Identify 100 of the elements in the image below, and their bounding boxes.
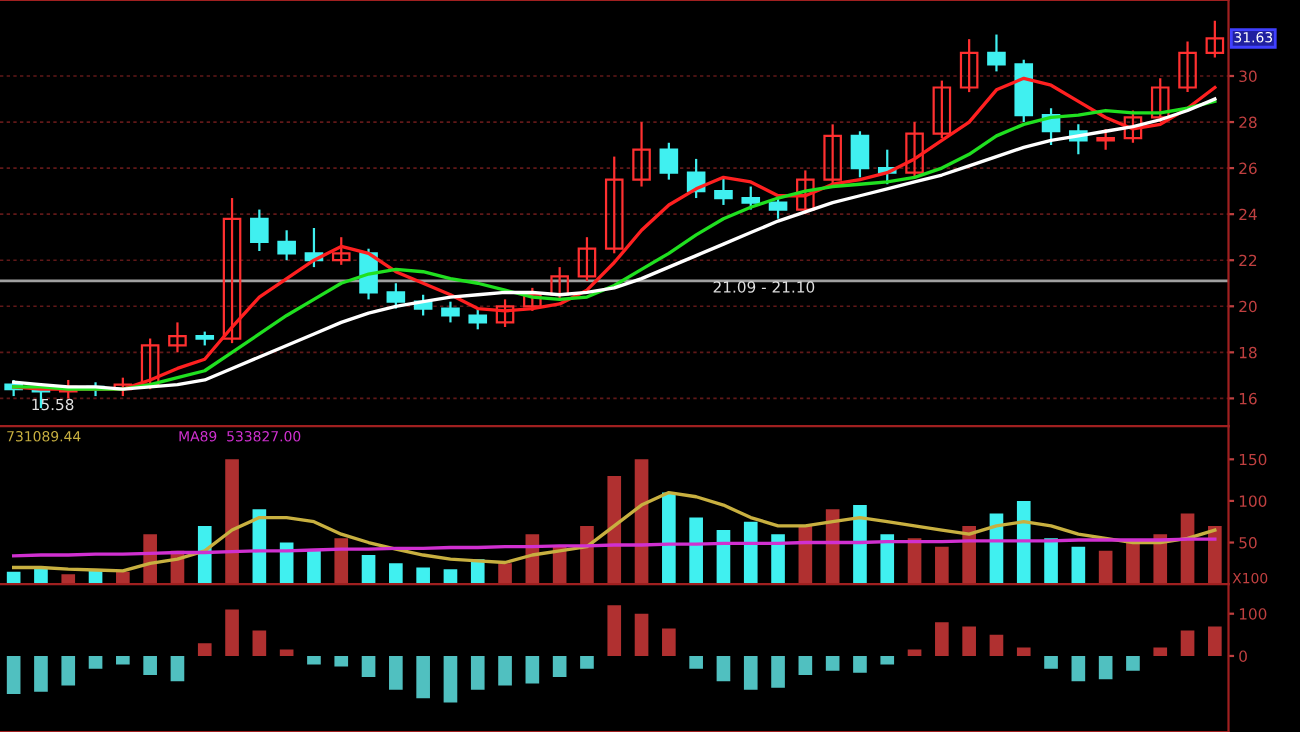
bar bbox=[361, 555, 376, 585]
bar bbox=[1153, 647, 1168, 656]
bar bbox=[1071, 546, 1086, 585]
bar bbox=[689, 655, 703, 669]
candlestick bbox=[277, 229, 296, 262]
bar bbox=[1071, 655, 1086, 682]
line-series bbox=[11, 537, 1217, 558]
candlestick bbox=[1150, 77, 1170, 124]
candlestick bbox=[222, 196, 242, 345]
bar bbox=[580, 525, 594, 585]
bar bbox=[197, 643, 212, 656]
candlestick bbox=[604, 155, 624, 255]
bar bbox=[880, 655, 895, 665]
bar bbox=[1126, 542, 1140, 585]
bar bbox=[1208, 626, 1222, 656]
bar bbox=[389, 563, 403, 585]
bar bbox=[1044, 655, 1058, 669]
bar bbox=[716, 655, 731, 682]
bar bbox=[989, 634, 1004, 656]
candlestick bbox=[1205, 19, 1225, 59]
candlestick bbox=[523, 286, 542, 312]
bar bbox=[771, 655, 785, 688]
line-series bbox=[11, 490, 1217, 573]
bar bbox=[307, 655, 321, 665]
bar bbox=[607, 475, 622, 585]
bar bbox=[498, 563, 512, 585]
candlestick bbox=[823, 123, 842, 186]
bar bbox=[34, 655, 48, 692]
candlestick bbox=[1096, 127, 1115, 151]
bar bbox=[607, 605, 622, 656]
candlestick bbox=[386, 282, 406, 310]
bar bbox=[1208, 525, 1222, 585]
bar bbox=[935, 546, 949, 585]
bar bbox=[1016, 647, 1031, 656]
bar bbox=[743, 655, 758, 690]
bar bbox=[1098, 655, 1113, 680]
candlestick bbox=[714, 176, 733, 207]
bar bbox=[853, 655, 867, 673]
bar bbox=[798, 655, 813, 675]
bar bbox=[443, 655, 458, 703]
bar bbox=[662, 492, 676, 585]
candlestick bbox=[331, 236, 351, 266]
bar bbox=[470, 655, 485, 690]
candlestick bbox=[168, 321, 187, 354]
bar bbox=[225, 459, 239, 585]
bar bbox=[307, 550, 321, 585]
candlestick bbox=[1178, 40, 1197, 94]
bar bbox=[416, 567, 430, 585]
bar bbox=[61, 655, 76, 686]
bar bbox=[634, 613, 649, 656]
bar bbox=[61, 574, 76, 585]
candlestick bbox=[932, 79, 952, 140]
candlestick bbox=[550, 266, 569, 301]
bar bbox=[116, 655, 130, 665]
candlestick bbox=[796, 169, 815, 216]
bar bbox=[1016, 500, 1031, 585]
bar bbox=[853, 505, 867, 585]
bar bbox=[334, 655, 349, 667]
bar bbox=[743, 521, 758, 585]
bar bbox=[880, 534, 895, 585]
bar bbox=[1044, 538, 1058, 585]
candlestick bbox=[113, 376, 133, 398]
candlestick bbox=[659, 141, 679, 181]
bar bbox=[143, 655, 157, 675]
candlestick bbox=[632, 120, 651, 188]
bar bbox=[498, 655, 512, 686]
bar bbox=[662, 628, 676, 656]
candlestick bbox=[987, 33, 1006, 73]
candlestick bbox=[1123, 109, 1143, 144]
bar bbox=[88, 655, 103, 669]
bar bbox=[361, 655, 376, 678]
candlestick bbox=[905, 120, 924, 179]
bar bbox=[416, 655, 430, 699]
bar bbox=[1180, 630, 1195, 656]
candlestick bbox=[741, 185, 761, 211]
bar bbox=[252, 630, 267, 656]
candlestick bbox=[959, 38, 979, 94]
bar bbox=[1098, 550, 1113, 585]
candlestick bbox=[250, 208, 269, 253]
bar bbox=[334, 538, 349, 585]
bar bbox=[225, 609, 239, 656]
bar bbox=[825, 655, 840, 671]
bar bbox=[552, 655, 567, 678]
bar bbox=[6, 655, 21, 694]
bar bbox=[279, 649, 294, 656]
candlestick bbox=[441, 300, 460, 324]
bar bbox=[525, 655, 540, 684]
bar bbox=[907, 649, 922, 656]
bar bbox=[580, 655, 594, 669]
bar bbox=[935, 622, 949, 656]
bar bbox=[962, 626, 976, 656]
bar bbox=[689, 517, 703, 585]
bar bbox=[170, 655, 185, 682]
candlestick bbox=[495, 298, 515, 329]
bar bbox=[197, 525, 212, 585]
candlestick bbox=[468, 307, 488, 331]
bar bbox=[1126, 655, 1140, 671]
bar bbox=[116, 571, 130, 585]
bar bbox=[389, 655, 403, 690]
candlestick bbox=[850, 130, 870, 179]
